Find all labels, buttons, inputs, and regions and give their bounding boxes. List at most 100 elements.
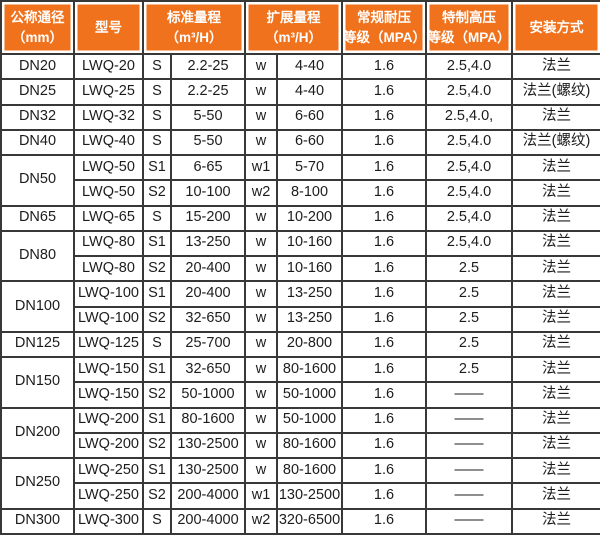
cell-pressure: 1.6 xyxy=(341,280,427,308)
cell-ext-range: 80-1600 xyxy=(276,431,343,460)
table-row: LWQ-150 S2 50-1000 w 50-1000 1.6 —— 法兰 xyxy=(1,381,600,409)
cell-std-range: 80-1600 xyxy=(170,406,246,434)
cell-high-pressure: 2.5 xyxy=(425,280,513,308)
cell-ext-label: w1 xyxy=(244,482,278,510)
cell-pressure: 1.6 xyxy=(341,406,427,434)
cell-install: 法兰 xyxy=(511,381,600,409)
cell-high-pressure: 2.5,4.0, xyxy=(425,103,513,131)
cell-model: LWQ-150 xyxy=(73,355,144,384)
cell-std-label: S xyxy=(142,507,172,535)
cell-pressure: 1.6 xyxy=(341,78,427,106)
cell-dn: DN100 xyxy=(0,280,75,333)
cell-ext-range: 50-1000 xyxy=(276,406,343,434)
cell-ext-range: 10-160 xyxy=(276,229,343,258)
cell-install: 法兰 xyxy=(511,431,600,460)
cell-high-pressure: —— xyxy=(425,406,513,434)
cell-std-label: S xyxy=(142,204,172,232)
cell-ext-label: w xyxy=(244,381,278,409)
cell-std-label: S2 xyxy=(142,482,172,510)
cell-model: LWQ-200 xyxy=(73,406,144,434)
cell-pressure: 1.6 xyxy=(341,355,427,384)
table-body: DN20 LWQ-20 S 2.2-25 w 4-40 1.6 2.5,4.0 法兰 DN25 LW… xyxy=(0,52,600,535)
cell-ext-range: 10-160 xyxy=(276,254,343,283)
cell-install: 法兰(螺纹) xyxy=(511,128,600,157)
cell-std-label: S xyxy=(142,78,172,106)
cell-std-label: S1 xyxy=(142,229,172,258)
cell-model: LWQ-300 xyxy=(73,507,144,535)
cell-high-pressure: 2.5,4.0 xyxy=(425,229,513,258)
cell-dn: DN80 xyxy=(0,229,75,283)
table-row: DN125 LWQ-125 S 25-700 w 20-800 1.6 2.5 法兰 xyxy=(0,330,600,359)
table-row: DN200 LWQ-200 S1 80-1600 w 50-1000 1.6 —— 法兰 xyxy=(0,406,600,459)
cell-high-pressure: —— xyxy=(425,381,513,409)
cell-std-label: S2 xyxy=(142,254,172,283)
cell-pressure: 1.6 xyxy=(341,229,427,258)
cell-model: LWQ-150 xyxy=(73,381,144,409)
cell-std-range: 25-700 xyxy=(170,330,246,359)
cell-std-range: 130-2500 xyxy=(170,431,246,460)
table-row: DN40 LWQ-40 S 5-50 w 6-60 1.6 2.5,4.0 法兰(螺纹) xyxy=(0,128,600,157)
cell-std-range: 20-400 xyxy=(170,254,246,283)
cell-model: LWQ-50 xyxy=(73,179,144,207)
cell-high-pressure: 2.5,4.0 xyxy=(425,153,513,182)
table-row: DN100 LWQ-100 S1 20-400 w 13-250 1.6 2.5 法兰 xyxy=(0,280,600,333)
table-row: LWQ-80 S2 20-400 w 10-160 1.6 2.5 法兰 xyxy=(1,254,600,283)
cell-ext-range: 80-1600 xyxy=(276,456,343,485)
cell-std-label: S1 xyxy=(142,280,172,308)
cell-high-pressure: 2.5 xyxy=(425,330,513,359)
cell-dn: DN50 xyxy=(0,154,75,207)
cell-dn: DN250 xyxy=(0,457,75,510)
cell-ext-range: 80-1600 xyxy=(276,355,343,384)
cell-high-pressure: 2.5 xyxy=(425,254,513,283)
cell-ext-range: 50-1000 xyxy=(276,381,343,409)
cell-install: 法兰 xyxy=(511,355,600,384)
cell-ext-label: w xyxy=(244,103,278,131)
header-ext-range: 扩展量程 （m³/H） xyxy=(244,0,343,55)
cell-std-range: 13-250 xyxy=(170,229,246,258)
cell-ext-range: 4-40 xyxy=(276,78,343,106)
cell-ext-label: w xyxy=(244,52,278,81)
cell-high-pressure: 2.5 xyxy=(425,355,513,384)
cell-ext-label: w xyxy=(244,78,278,106)
cell-std-label: S2 xyxy=(142,431,172,460)
cell-std-label: S1 xyxy=(142,456,172,485)
cell-std-range: 6-65 xyxy=(170,153,246,182)
cell-std-label: S xyxy=(142,330,172,359)
cell-ext-label: w2 xyxy=(244,507,278,535)
cell-ext-label: w xyxy=(244,254,278,283)
cell-pressure: 1.6 xyxy=(341,254,427,283)
cell-std-label: S2 xyxy=(142,305,172,333)
cell-std-label: S2 xyxy=(142,381,172,409)
cell-model: LWQ-100 xyxy=(73,280,144,308)
cell-high-pressure: 2.5,4.0 xyxy=(425,204,513,232)
cell-pressure: 1.6 xyxy=(341,482,427,510)
header-dn: 公称通径 （mm） xyxy=(0,0,75,55)
cell-std-range: 50-1000 xyxy=(170,381,246,409)
cell-std-range: 2.2-25 xyxy=(170,52,246,81)
cell-ext-range: 13-250 xyxy=(276,305,343,333)
cell-ext-label: w xyxy=(244,280,278,308)
cell-ext-label: w xyxy=(244,128,278,157)
cell-high-pressure: —— xyxy=(425,507,513,535)
cell-install: 法兰 xyxy=(511,204,600,232)
cell-std-label: S xyxy=(142,103,172,131)
cell-install: 法兰 xyxy=(511,406,600,434)
cell-model: LWQ-20 xyxy=(73,52,144,81)
cell-install: 法兰(螺纹) xyxy=(511,78,600,106)
cell-model: LWQ-125 xyxy=(73,330,144,359)
cell-model: LWQ-250 xyxy=(73,482,144,510)
cell-install: 法兰 xyxy=(511,229,600,258)
table-row: DN25 LWQ-25 S 2.2-25 w 4-40 1.6 2.5,4.0 法兰(螺纹) xyxy=(0,78,600,106)
cell-install: 法兰 xyxy=(511,280,600,308)
cell-model: LWQ-80 xyxy=(73,229,144,258)
cell-std-range: 15-200 xyxy=(170,204,246,232)
header-model: 型号 xyxy=(73,0,144,55)
cell-std-label: S1 xyxy=(142,153,172,182)
cell-high-pressure: 2.5,4.0 xyxy=(425,52,513,81)
cell-std-range: 32-650 xyxy=(170,355,246,384)
cell-pressure: 1.6 xyxy=(341,381,427,409)
cell-ext-label: w xyxy=(244,406,278,434)
header-row: 公称通径 （mm） 型号 标准量程 （m³/H） 扩展量程 （m³/H） 常规耐… xyxy=(0,0,600,55)
cell-install: 法兰 xyxy=(511,254,600,283)
table-row: DN32 LWQ-32 S 5-50 w 6-60 1.6 2.5,4.0, 法兰 xyxy=(0,103,600,131)
